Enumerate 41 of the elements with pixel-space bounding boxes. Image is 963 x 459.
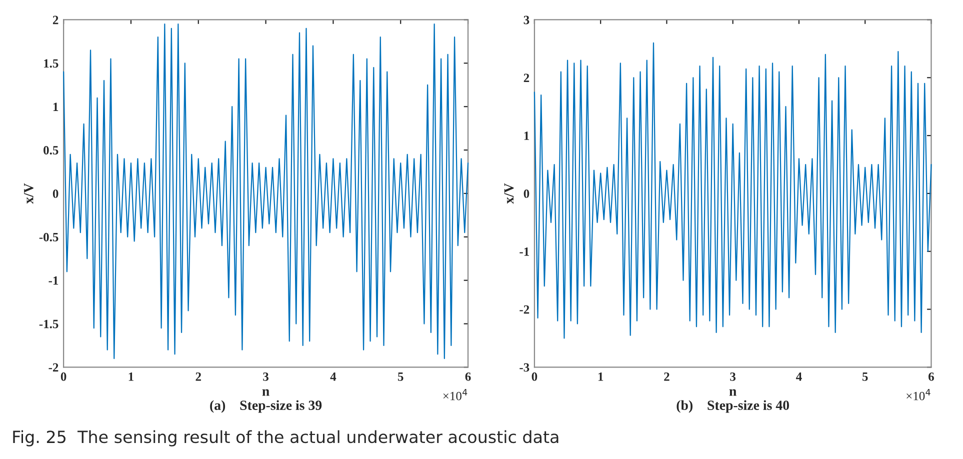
y-tick-label: -1: [48, 276, 58, 285]
line-series: [63, 24, 469, 360]
x-tick-label: 0: [532, 372, 538, 381]
y-axis-title: x/V: [504, 183, 514, 204]
y-tick-label: 0.5: [44, 146, 58, 155]
y-tick-label: -1: [520, 247, 529, 256]
y-tick-label: -2: [48, 363, 58, 372]
x-tick-label: 5: [398, 372, 404, 381]
text: (b) Step-size is 40: [676, 400, 790, 413]
x-axis-title: n: [729, 389, 736, 396]
x-tick-label: 1: [128, 372, 134, 381]
x-tick-label: 6: [465, 372, 471, 381]
y-tick-label: 1: [53, 102, 58, 111]
y-tick-label: 0: [52, 189, 58, 198]
y-tick-label: -3: [520, 363, 530, 372]
text: ×10$^{4}$: [906, 388, 930, 400]
y-tick-label: -2: [520, 305, 530, 314]
x-tick-label: 6: [928, 372, 934, 381]
text: ×10$^{4}$: [443, 388, 468, 400]
y-tick-label: 1.5: [44, 59, 58, 68]
y-tick-label: 1: [524, 132, 529, 140]
x-axis-title: n: [262, 389, 270, 396]
line-series: [534, 42, 932, 339]
y-tick-label: 0: [524, 189, 530, 198]
y-tick-label: 3: [524, 16, 530, 24]
y-tick-label: 2: [52, 16, 58, 24]
caption: Fig. 25 The sensing result of the actual underwater acoustic data: [13, 430, 558, 446]
x-tick-label: 1: [598, 372, 604, 381]
y-tick-label: -1.5: [39, 320, 58, 328]
x-tick-label: 4: [796, 372, 802, 381]
x-tick-label: 3: [730, 372, 736, 381]
x-tick-label: 2: [196, 372, 201, 381]
x-tick-label: 2: [664, 372, 670, 381]
text: (a) Step-size is 39: [210, 400, 322, 413]
x-tick-label: 4: [330, 372, 336, 381]
x-tick-label: 3: [263, 372, 268, 381]
x-tick-label: 5: [862, 372, 868, 381]
y-tick-label: 2: [524, 74, 530, 82]
y-tick-label: -0.5: [39, 232, 58, 242]
x-tick-label: 0: [60, 372, 66, 381]
y-axis-title: x/V: [24, 183, 34, 204]
